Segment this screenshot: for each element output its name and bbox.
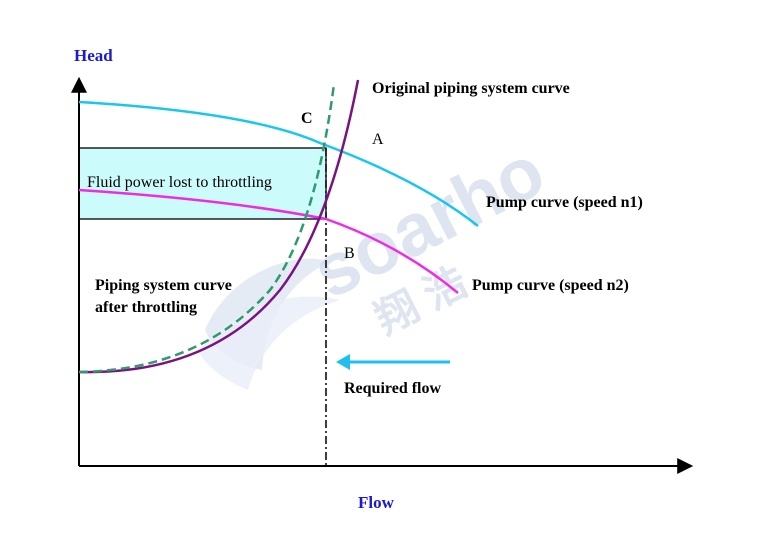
pump-n1-label: Pump curve (speed n1) bbox=[486, 194, 643, 211]
pump-curve-n1 bbox=[78, 100, 479, 227]
required-flow-label: Required flow bbox=[344, 380, 441, 397]
throttled-curve-label-line1: Piping system curve bbox=[95, 277, 232, 294]
x-axis-title: Flow bbox=[358, 493, 395, 512]
watermark-swoosh-icon bbox=[198, 296, 340, 390]
point-c-label: C bbox=[301, 110, 313, 127]
required-flow-arrow bbox=[336, 354, 450, 370]
power-lost-label: Fluid power lost to throttling bbox=[87, 174, 272, 191]
point-b-label: B bbox=[344, 245, 355, 262]
original-system-curve bbox=[78, 79, 360, 374]
point-a-label: A bbox=[372, 131, 384, 148]
pump-n2-label: Pump curve (speed n2) bbox=[472, 277, 629, 294]
throttled-curve-label-line2: after throttling bbox=[95, 299, 197, 316]
throttled-system-curve bbox=[78, 83, 336, 374]
y-axis-title: Head bbox=[74, 46, 113, 65]
original-curve-label: Original piping system curve bbox=[372, 80, 570, 97]
